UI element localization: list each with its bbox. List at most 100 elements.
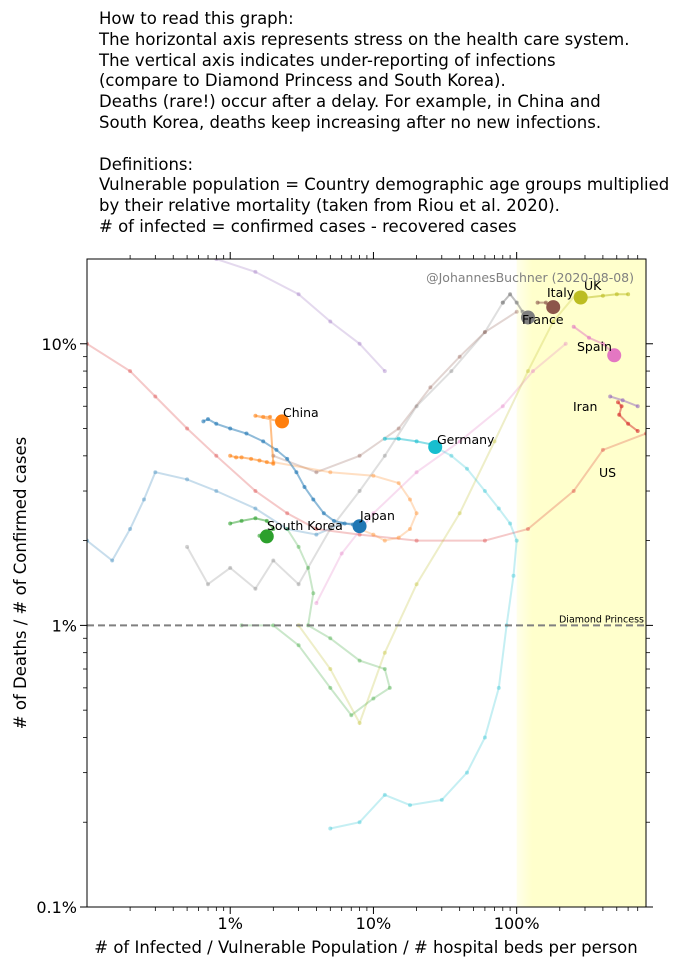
series-trail <box>328 445 519 831</box>
data-point <box>449 453 454 458</box>
series-line <box>186 302 504 591</box>
data-point <box>617 412 622 417</box>
data-point <box>600 341 605 346</box>
label-iran: Iran <box>573 399 597 414</box>
data-point <box>285 511 290 516</box>
data-point <box>185 426 190 431</box>
data-point <box>253 586 258 591</box>
data-point <box>142 497 146 502</box>
data-point <box>261 439 266 444</box>
marker-south-korea <box>259 529 274 544</box>
data-point <box>535 300 540 305</box>
data-point <box>619 404 624 409</box>
data-point <box>261 414 266 419</box>
data-point <box>328 636 333 641</box>
data-point <box>339 551 344 556</box>
intro-text: How to read this graph: The horizontal a… <box>99 9 684 238</box>
data-point <box>271 558 276 563</box>
label-uk: UK <box>584 278 602 293</box>
reference-line-label: Diamond Princess <box>559 614 644 625</box>
data-point <box>482 489 487 493</box>
data-point <box>616 400 620 405</box>
watermark: @JohannesBuchner (2020-08-08) <box>426 270 634 285</box>
data-point <box>253 413 258 418</box>
series-us <box>616 400 640 433</box>
series-spain <box>571 324 617 356</box>
data-point <box>457 354 462 359</box>
data-point <box>408 803 412 808</box>
data-point <box>382 538 387 543</box>
label-us: US <box>599 465 616 480</box>
data-point <box>457 439 462 444</box>
series-line <box>297 293 577 726</box>
data-point <box>110 558 115 563</box>
data-point <box>296 582 301 587</box>
series-trail <box>214 259 387 374</box>
marker-italy <box>546 300 561 315</box>
data-point <box>620 398 625 403</box>
data-point <box>396 436 401 441</box>
data-point <box>414 404 419 409</box>
data-point <box>257 458 262 463</box>
intro-line: (compare to Diamond Princess and South K… <box>99 71 506 91</box>
x-tick-label: 10% <box>356 914 392 933</box>
data-point <box>626 292 631 297</box>
data-point <box>551 319 556 324</box>
data-point <box>328 470 333 475</box>
data-point <box>234 455 239 460</box>
data-point <box>206 417 210 422</box>
data-point <box>457 511 462 516</box>
data-point <box>414 538 419 543</box>
intro-line: Definitions: <box>99 154 194 174</box>
capacity-region <box>516 259 646 907</box>
data-point <box>500 300 505 305</box>
data-point <box>496 506 501 511</box>
data-point <box>396 481 401 486</box>
data-point <box>328 527 333 531</box>
data-point <box>328 685 333 690</box>
data-point <box>408 527 412 531</box>
data-point <box>228 426 233 431</box>
data-point <box>328 826 333 831</box>
data-point <box>253 516 258 521</box>
data-point <box>482 538 487 543</box>
data-point <box>382 650 387 655</box>
data-point <box>253 506 258 511</box>
data-point <box>600 447 605 452</box>
series-line <box>330 446 518 830</box>
data-point <box>508 521 513 526</box>
series-line <box>315 343 567 604</box>
series-line <box>502 292 524 313</box>
data-point <box>382 453 387 458</box>
data-point <box>249 456 254 461</box>
data-point <box>285 527 290 531</box>
y-tick-label: 1% <box>52 616 77 635</box>
data-point <box>321 511 326 516</box>
data-point <box>306 565 311 570</box>
data-point <box>396 426 401 431</box>
data-point <box>414 470 419 475</box>
data-point <box>239 518 244 523</box>
data-point <box>396 535 401 540</box>
data-point <box>465 466 469 471</box>
data-point <box>587 335 591 340</box>
data-point <box>328 667 333 671</box>
data-point <box>482 330 487 335</box>
data-point <box>526 527 530 531</box>
data-point <box>571 324 576 329</box>
y-tick-label: 0.1% <box>36 898 77 917</box>
data-point <box>600 293 605 298</box>
series-line <box>241 528 391 717</box>
data-point <box>357 489 362 493</box>
label-france: France <box>522 312 564 327</box>
data-point <box>239 455 244 460</box>
data-point <box>428 385 433 390</box>
marker-china <box>275 414 290 429</box>
marker-germany <box>428 439 443 454</box>
data-point <box>414 439 419 444</box>
data-point <box>296 544 301 549</box>
data-point <box>296 292 301 297</box>
data-point <box>228 565 233 570</box>
data-point <box>185 544 190 549</box>
data-point <box>371 473 376 478</box>
